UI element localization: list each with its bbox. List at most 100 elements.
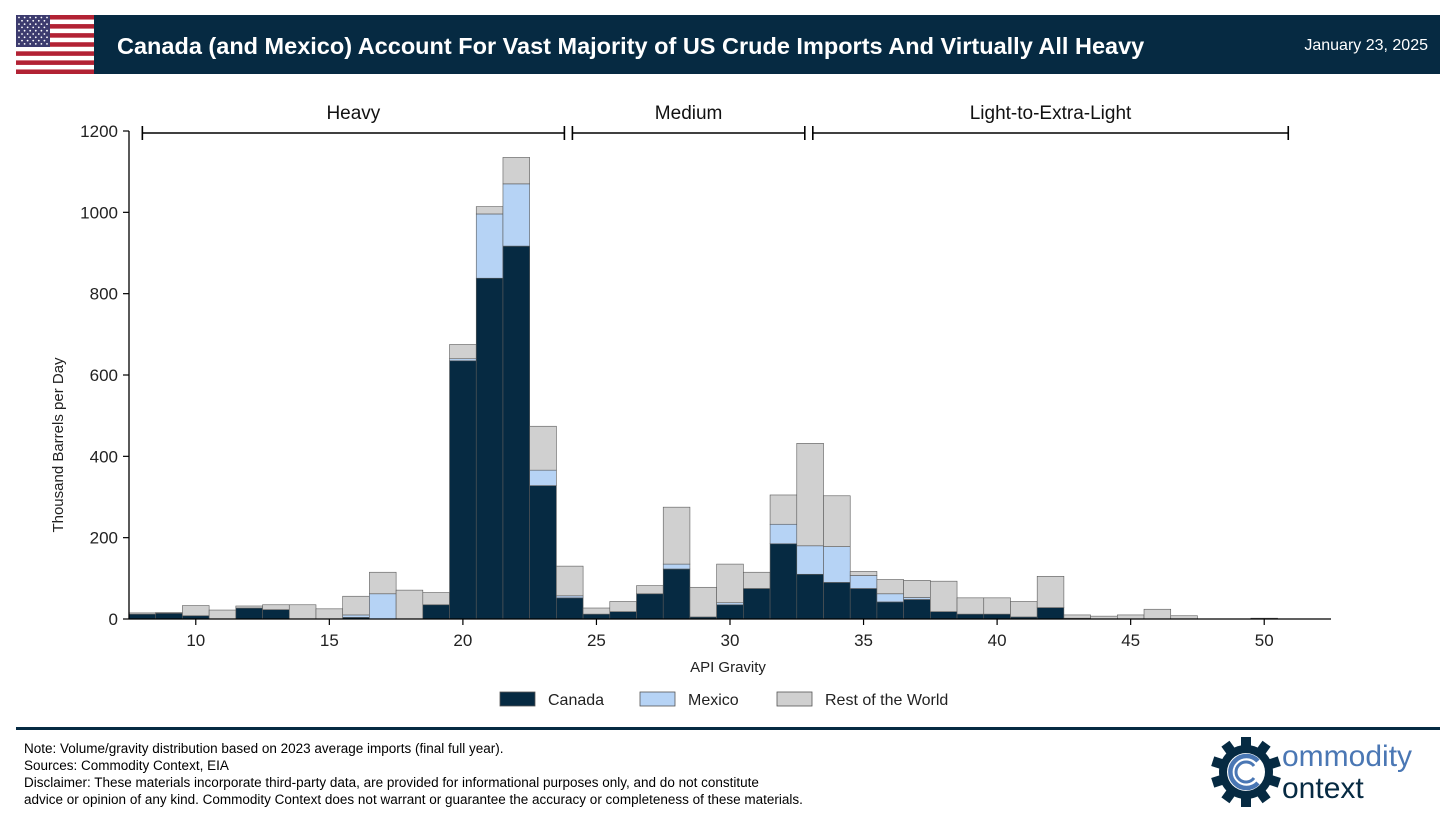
bar-rest-of-the-world-39 xyxy=(956,597,985,615)
bar-rest-of-the-world-8 xyxy=(128,612,157,615)
bar-rest-of-the-world-35 xyxy=(849,571,878,576)
bar-rest-of-the-world-34 xyxy=(823,495,851,547)
logo-text-context: ontext xyxy=(1282,772,1364,805)
bar-canada-20 xyxy=(449,360,477,620)
bars-group xyxy=(128,157,1278,620)
bar-rest-of-the-world-16 xyxy=(342,595,370,616)
bar-rest-of-the-world-28 xyxy=(662,506,691,565)
bar-canada-37 xyxy=(903,599,931,620)
chart-legend: Canada Mexico Rest of the World xyxy=(499,691,948,709)
bar-rest-of-the-world-38 xyxy=(930,580,958,612)
note-text: Note: Volume/gravity distribution based … xyxy=(24,741,504,756)
bar-rest-of-the-world-13 xyxy=(262,604,290,610)
bar-rest-of-the-world-22 xyxy=(502,157,530,185)
bar-rest-of-the-world-31 xyxy=(743,571,771,589)
bar-mexico-20 xyxy=(449,358,477,362)
bracket-label-light-to-extra-light: Light-to-Extra-Light xyxy=(970,103,1132,124)
y-axis-label: Thousand Barrels per Day xyxy=(50,357,67,533)
legend-swatch-mexico xyxy=(639,691,676,707)
bar-mexico-21 xyxy=(475,213,504,279)
bar-canada-34 xyxy=(823,582,851,620)
bar-canada-21 xyxy=(475,277,504,620)
bar-canada-12 xyxy=(235,607,263,620)
bar-rest-of-the-world-23 xyxy=(529,425,557,471)
bar-mexico-28 xyxy=(662,563,691,570)
x-tick-label-10: 10 xyxy=(186,631,205,650)
bar-rest-of-the-world-19 xyxy=(422,592,450,606)
legend-label-rest-of-the-world: Rest of the World xyxy=(825,692,948,709)
x-tick-label-30: 30 xyxy=(721,631,740,650)
bar-rest-of-the-world-27 xyxy=(636,585,664,595)
x-axis-label: API Gravity xyxy=(690,659,766,676)
bar-canada-36 xyxy=(876,601,904,620)
bar-canada-23 xyxy=(529,485,557,620)
page-title: Canada (and Mexico) Account For Vast Maj… xyxy=(117,33,1145,59)
bar-rest-of-the-world-29 xyxy=(689,586,717,618)
bar-rest-of-the-world-40 xyxy=(983,597,1011,615)
bar-rest-of-the-world-15 xyxy=(315,608,343,620)
bar-mexico-36 xyxy=(876,593,904,603)
bar-mexico-35 xyxy=(849,575,878,589)
bar-canada-24 xyxy=(556,597,584,620)
x-tick-label-40: 40 xyxy=(988,631,1007,650)
x-tick-label-50: 50 xyxy=(1255,631,1274,650)
bar-rest-of-the-world-33 xyxy=(796,443,824,547)
bar-mexico-16 xyxy=(342,614,370,618)
bar-canada-42 xyxy=(1036,607,1065,620)
bar-rest-of-the-world-32 xyxy=(769,494,798,525)
bar-canada-33 xyxy=(796,573,824,620)
sources-text: Sources: Commodity Context, EIA xyxy=(24,758,229,773)
y-tick-label-200: 200 xyxy=(90,529,118,548)
x-tick-label-15: 15 xyxy=(320,631,339,650)
report-date: January 23, 2025 xyxy=(1304,37,1428,54)
bar-rest-of-the-world-24 xyxy=(556,565,584,597)
bar-canada-30 xyxy=(716,604,744,620)
bar-rest-of-the-world-30 xyxy=(716,563,744,604)
bar-mexico-24 xyxy=(556,595,584,599)
bar-canada-8 xyxy=(128,613,157,620)
bar-rest-of-the-world-11 xyxy=(208,609,237,620)
bar-mexico-22 xyxy=(502,183,530,247)
bar-rest-of-the-world-20 xyxy=(449,344,477,360)
bar-rest-of-the-world-10 xyxy=(182,605,210,617)
disclaimer-line-2: advice or opinion of any kind. Commodity… xyxy=(24,792,803,807)
bar-canada-38 xyxy=(930,611,958,620)
axes-group: 10 15 20 25 30 35 40 45 50 0 200 400 600 800 1000 1200 xyxy=(80,122,1331,650)
y-tick-label-800: 800 xyxy=(90,285,118,304)
bar-canada-26 xyxy=(609,611,637,620)
bar-rest-of-the-world-26 xyxy=(609,601,637,612)
bar-rest-of-the-world-41 xyxy=(1010,601,1038,618)
bar-canada-32 xyxy=(769,543,798,620)
footer-divider xyxy=(16,727,1440,730)
legend-label-mexico: Mexico xyxy=(688,692,739,709)
bar-mexico-23 xyxy=(529,469,557,486)
bar-canada-35 xyxy=(849,588,878,620)
bar-mexico-34 xyxy=(823,546,851,583)
bar-rest-of-the-world-21 xyxy=(475,206,504,215)
bar-canada-22 xyxy=(502,245,530,620)
bar-rest-of-the-world-36 xyxy=(876,579,904,595)
header-bar: Canada (and Mexico) Account For Vast Maj… xyxy=(16,15,1440,74)
bar-rest-of-the-world-43 xyxy=(1063,614,1091,619)
y-tick-label-0: 0 xyxy=(109,610,118,629)
bar-mexico-30 xyxy=(716,602,744,606)
gravity-brackets: Heavy Medium Light-to-Extra-Light xyxy=(141,103,1290,140)
y-tick-label-400: 400 xyxy=(90,447,118,466)
x-tick-label-20: 20 xyxy=(453,631,472,650)
y-tick-label-1000: 1000 xyxy=(80,203,118,222)
bar-rest-of-the-world-18 xyxy=(395,589,424,620)
bar-canada-19 xyxy=(422,604,450,620)
bar-rest-of-the-world-9 xyxy=(155,612,183,614)
bar-canada-40 xyxy=(983,613,1011,620)
x-tick-label-35: 35 xyxy=(854,631,873,650)
bar-canada-31 xyxy=(743,588,771,620)
bar-rest-of-the-world-25 xyxy=(582,607,611,615)
us-flag-icon xyxy=(16,15,94,74)
bar-canada-28 xyxy=(662,568,691,620)
bar-mexico-37 xyxy=(903,597,931,600)
bar-rest-of-the-world-37 xyxy=(903,580,931,598)
y-tick-label-600: 600 xyxy=(90,366,118,385)
bar-rest-of-the-world-17 xyxy=(369,571,397,595)
x-tick-label-25: 25 xyxy=(587,631,606,650)
legend-swatch-canada xyxy=(499,691,536,707)
